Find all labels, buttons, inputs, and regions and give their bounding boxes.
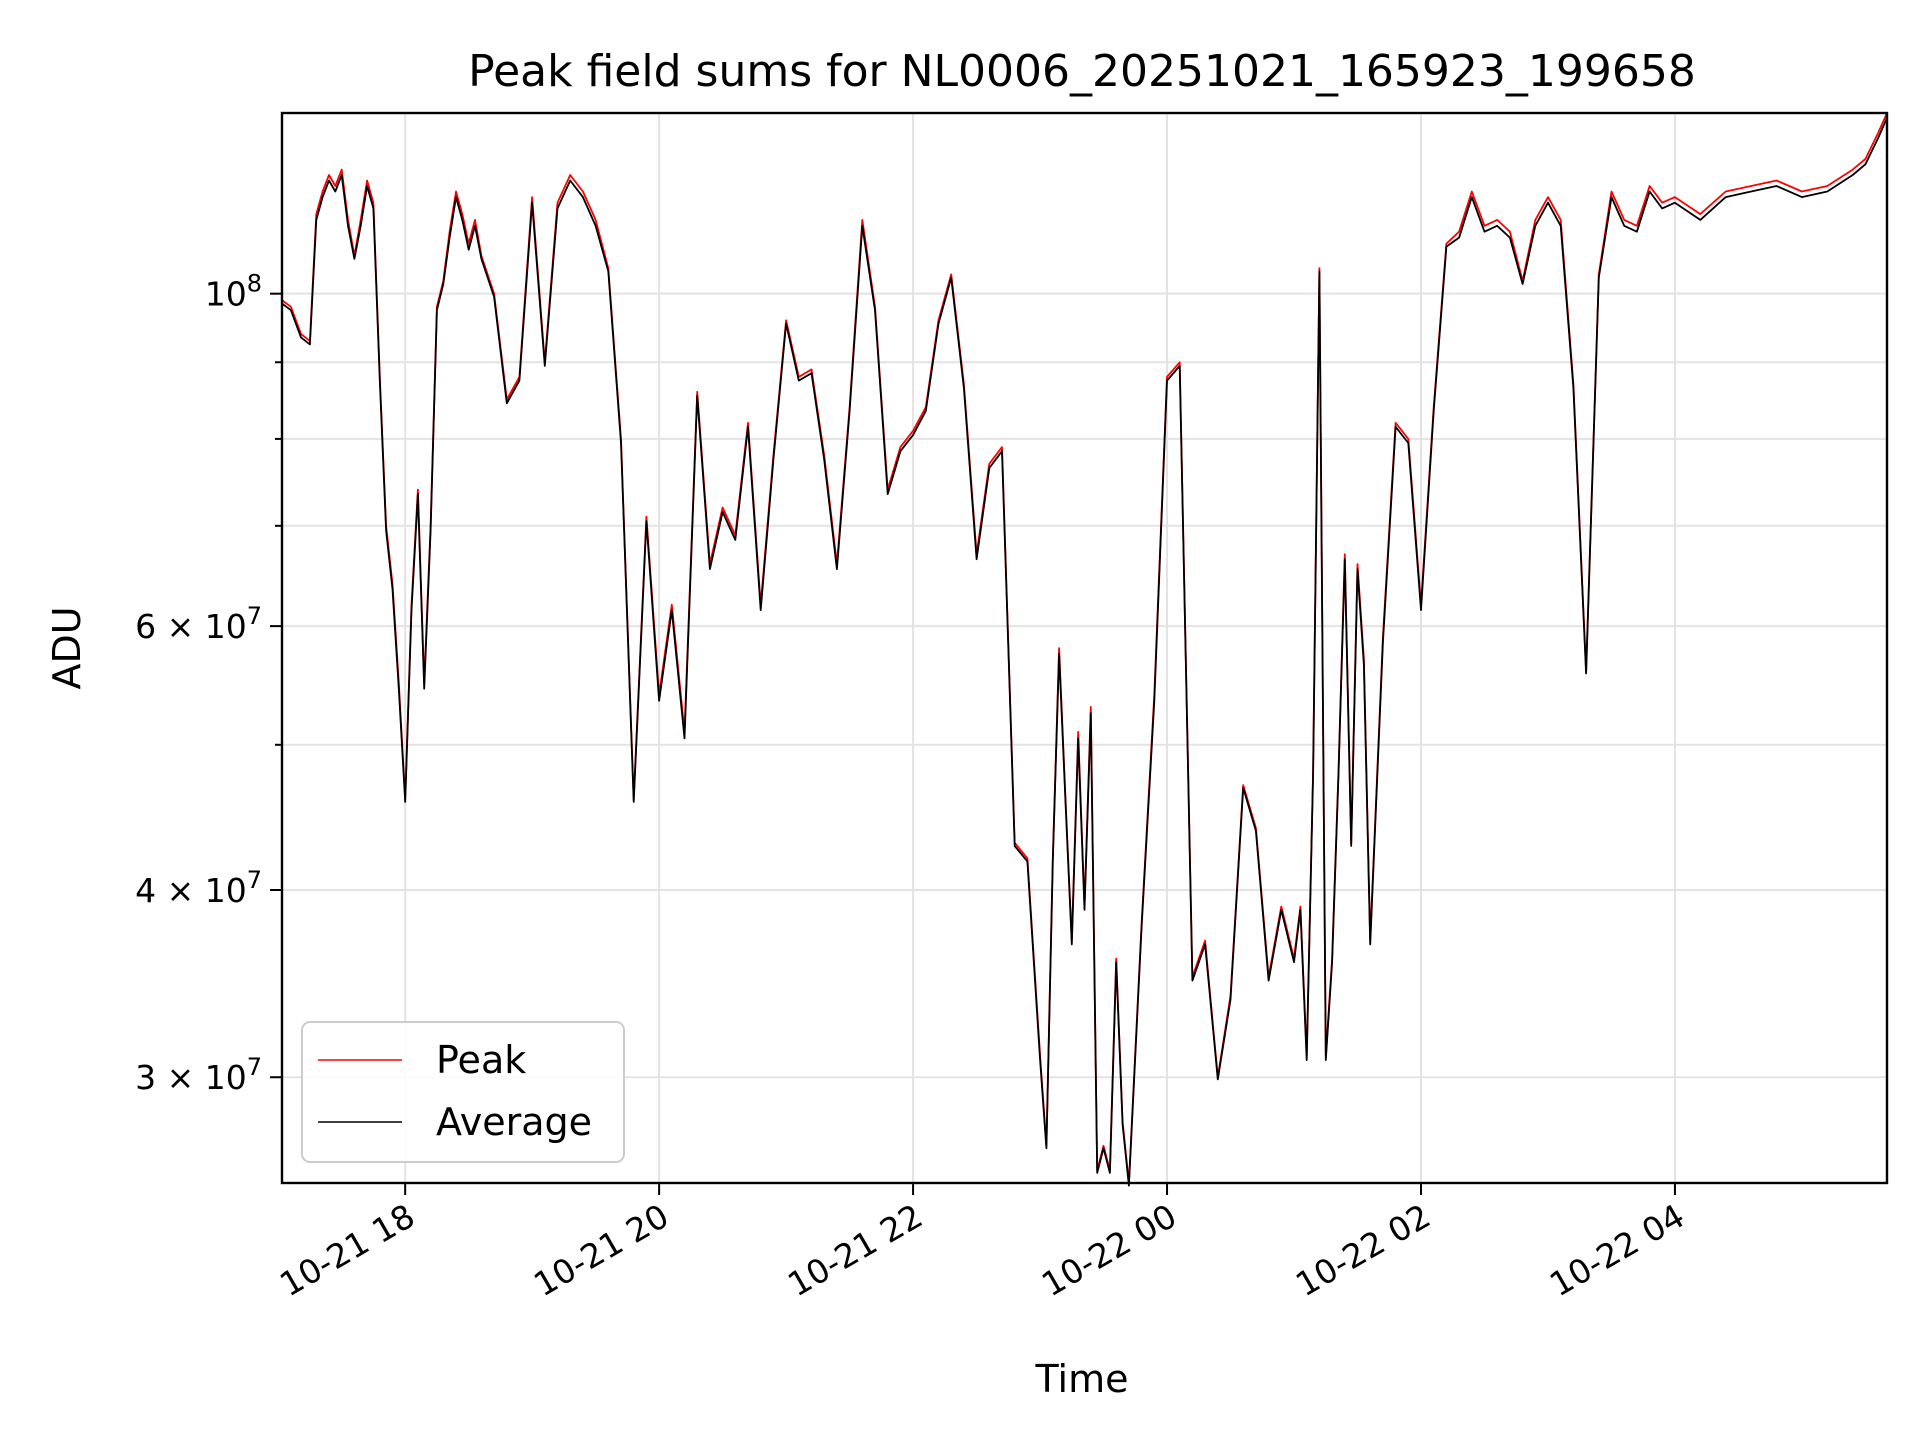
y-tick-label: 4 × 107 [135, 866, 262, 910]
legend-peak-label: Peak [436, 1038, 526, 1082]
y-axis-label: ADU [45, 606, 89, 689]
series-line-average [281, 117, 1888, 1187]
x-axis-label: Time [1035, 1357, 1129, 1401]
chart-title: Peak field sums for NL0006_20251021_1659… [468, 46, 1696, 97]
legend-average-label: Average [436, 1100, 592, 1144]
grid-lines [282, 113, 1887, 1183]
y-axis: 108 6 × 107 4 × 107 3 × 107 [135, 270, 282, 1097]
y-tick-label: 6 × 107 [135, 602, 262, 646]
legend-box [301, 1021, 625, 1163]
y-tick-label: 108 [205, 270, 262, 314]
legend: Peak Average [301, 1021, 625, 1163]
y-tick-label: 3 × 107 [135, 1053, 262, 1097]
plot-frame [280, 111, 1889, 1185]
series-layer [281, 112, 1888, 1187]
